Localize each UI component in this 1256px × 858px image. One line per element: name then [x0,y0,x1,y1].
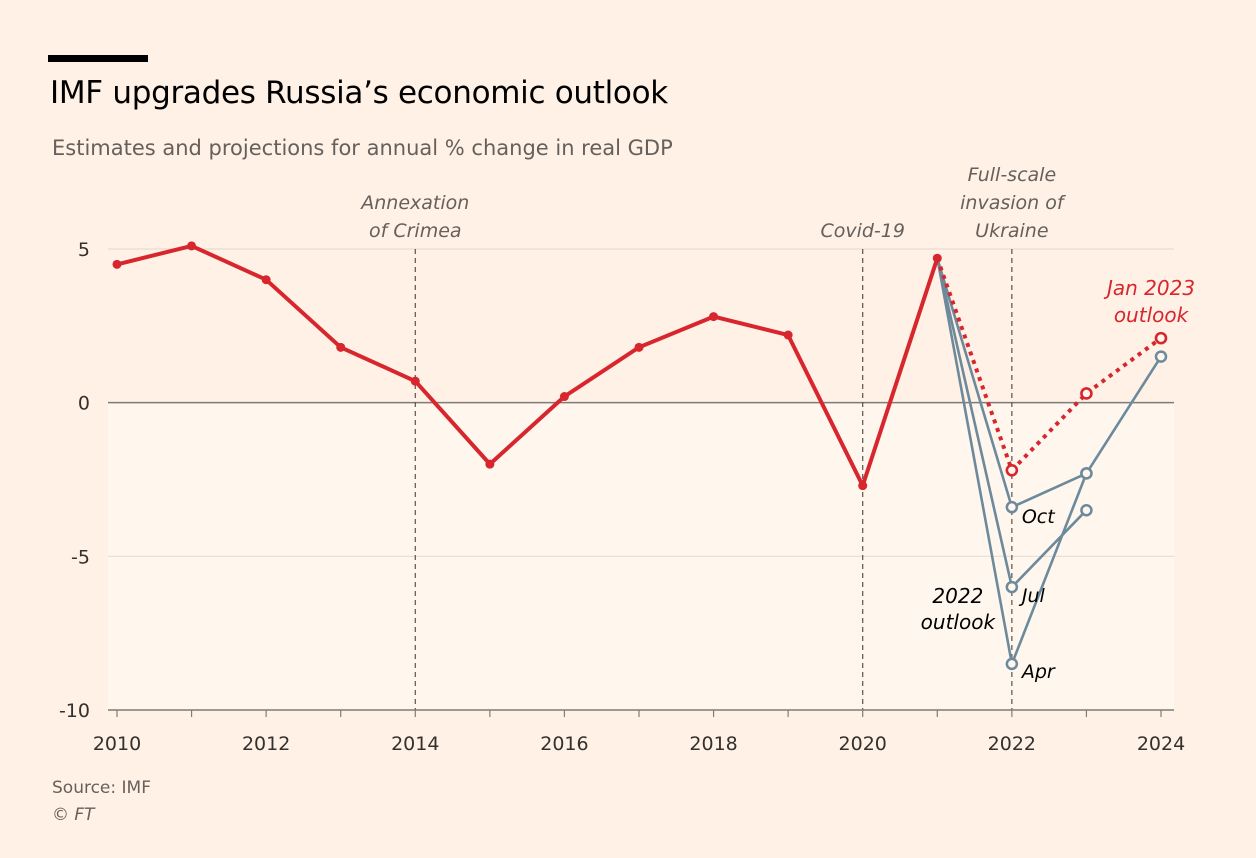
event-label: Annexation [359,192,469,214]
jan2023-outlook-label: Jan 2023 [1103,276,1195,300]
y-tick-label: 5 [78,239,90,261]
data-point-estimate [709,312,719,322]
event-markers: Annexation of Crimea Covid-19 Full-scale inv… [359,164,1067,710]
x-tick-label: 2022 [988,733,1036,755]
data-point-jan2023 [1080,387,1093,400]
series-line-estimates [116,243,940,488]
data-point-estimate [410,376,420,386]
jan2023-outlook-label: outlook [1114,303,1190,327]
data-point-oct2022 [1154,350,1168,363]
data-point-estimate [783,330,793,340]
data-point-oct2022 [1005,500,1019,514]
event-label: Covid-19 [820,220,905,242]
chart-title: IMF upgrades Russia’s economic outlook [50,75,668,111]
event-label: invasion of [960,192,1067,214]
data-point-estimate [858,481,868,491]
event-label: Full-scale [968,164,1057,186]
series-line-oct2022 [936,257,1163,509]
data-point-estimate [112,259,122,269]
oct-label: Oct [1022,506,1056,528]
x-tick-label: 2018 [689,733,737,755]
x-tick-label: 2020 [839,733,887,755]
source-note: Source: IMF [52,778,151,798]
event-label: of Crimea [369,220,462,242]
data-point-estimate [634,342,644,352]
data-point-estimate [187,241,197,251]
x-tick-label: 2012 [242,733,290,755]
x-tick-label: 2010 [93,733,141,755]
data-point-estimate [932,253,942,263]
copyright-note: © FT [52,805,95,825]
data-point-estimate [261,275,271,285]
data-point-estimate [485,459,495,469]
chart-subtitle: Estimates and projections for annual % c… [52,136,673,160]
x-tick-label: 2014 [391,733,439,755]
gridlines [108,248,1174,710]
ft-top-bar [48,55,148,62]
x-tick-label: 2024 [1137,733,1185,755]
data-point-jan2023 [1154,331,1168,345]
apr-label: Apr [1020,661,1056,683]
data-point-oct2022 [1080,467,1093,480]
jul-label: Jul [1018,585,1046,607]
data-point-jan2023 [1005,463,1019,477]
series-line-jan2023 [935,257,1163,475]
data-point-jul2022 [1005,580,1019,594]
y-tick-label: -5 [71,546,90,568]
series [112,241,1168,671]
event-label: Ukraine [975,220,1048,242]
outlook-2022-label: outlook [921,610,997,634]
data-point-jul2022 [1080,503,1093,517]
y-tick-label: -10 [59,700,90,722]
y-tick-label: 0 [78,393,90,415]
outlook-2022-label: 2022 [932,584,983,608]
data-point-apr2022 [1005,657,1019,671]
x-tick-label: 2016 [540,733,588,755]
data-point-estimate [559,392,569,402]
data-point-estimate [336,342,346,352]
